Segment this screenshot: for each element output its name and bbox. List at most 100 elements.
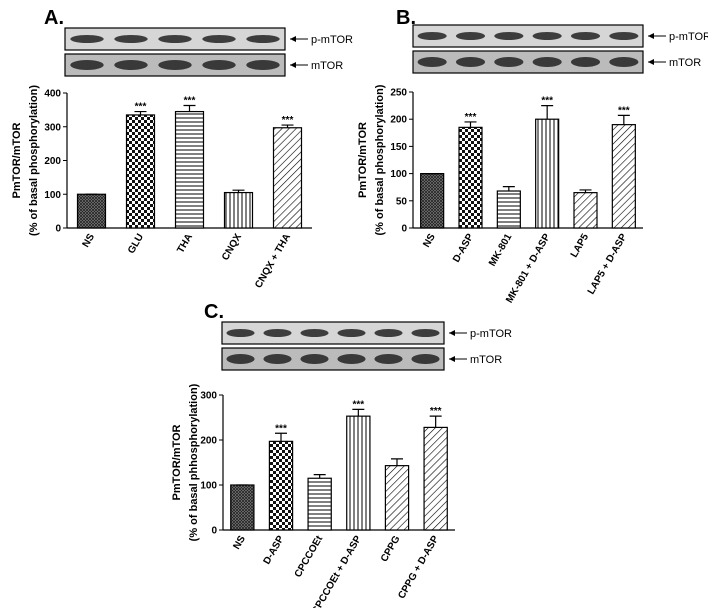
y-tick-label: 100 [44, 190, 61, 201]
bar [272, 127, 303, 229]
y-axis-label: PmTOR/mTOR [171, 424, 183, 500]
blot-band [202, 35, 236, 43]
bar [384, 465, 410, 531]
blot-band [158, 35, 192, 43]
error-bar [391, 458, 403, 466]
blot [412, 24, 644, 48]
y-tick-label: 50 [396, 196, 408, 207]
y-tick-label: 0 [211, 526, 217, 537]
bar [125, 114, 156, 229]
y-tick-label: 100 [200, 481, 217, 492]
bar [611, 124, 636, 229]
y-tick-label: 400 [44, 89, 61, 100]
blot-band [417, 32, 447, 40]
y-axis-label: (% of basal phosphorylation) [28, 85, 40, 236]
bar [268, 440, 294, 531]
blot-band [374, 329, 403, 337]
blot-band [455, 57, 486, 67]
blot-label: mTOR [470, 354, 502, 366]
significance-label: *** [465, 112, 477, 123]
y-tick-label: 200 [200, 436, 217, 447]
blot-band [114, 35, 148, 43]
significance-label: *** [135, 102, 147, 113]
blot-band [570, 32, 601, 40]
panel-label: A. [44, 7, 64, 29]
blot-band [609, 57, 639, 67]
error-bar [313, 474, 326, 479]
panel-label: B. [396, 7, 416, 29]
y-axis-label: (% of basal phhosphorylation) [188, 383, 200, 541]
significance-label: *** [184, 95, 196, 106]
y-tick-label: 100 [390, 169, 407, 180]
bar [420, 173, 445, 229]
significance-label: *** [275, 423, 287, 434]
bar [573, 192, 598, 229]
x-tick-label: CPPG + D-ASP [396, 534, 441, 601]
blot [221, 347, 445, 371]
arrow-head [290, 62, 296, 68]
error-bar [579, 189, 592, 193]
x-tick-label: LAP5 [569, 232, 592, 260]
blot-band [337, 354, 366, 364]
error-bar [183, 104, 196, 112]
y-axis-label: (% of basal phosphorylation) [374, 84, 386, 235]
y-axis-label: PmTOR/mTOR [11, 122, 23, 198]
y-tick-label: 150 [390, 142, 407, 153]
blot-band [263, 354, 292, 364]
bar [535, 118, 560, 229]
blot-band [337, 329, 366, 337]
error-bar [232, 189, 245, 193]
blot [412, 50, 644, 74]
blot-label: mTOR [311, 60, 343, 72]
arrow-head [290, 36, 296, 42]
bar [423, 426, 448, 531]
y-axis-label: PmTOR/mTOR [357, 122, 369, 198]
blot-band [374, 354, 403, 364]
x-tick-label: THA [175, 232, 195, 255]
blot-band [263, 329, 292, 337]
significance-label: *** [352, 399, 364, 410]
y-tick-label: 200 [44, 156, 61, 167]
bar [496, 190, 521, 229]
bar [307, 477, 332, 531]
x-tick-label: CPPG [379, 534, 403, 564]
blot-band [411, 329, 440, 337]
blot-band [570, 57, 601, 67]
blot-band [70, 60, 104, 70]
blot-band [532, 57, 562, 67]
blot-band [609, 32, 639, 40]
blot [221, 321, 445, 345]
x-tick-label: LAP5 + D-ASP [586, 232, 630, 297]
blot-band [494, 57, 524, 67]
bar [174, 110, 205, 229]
x-tick-label: MK-801 [487, 232, 515, 269]
blot-band [202, 60, 236, 70]
arrow-head [449, 356, 455, 362]
blot-label: mTOR [669, 57, 701, 69]
y-tick-label: 0 [401, 224, 407, 235]
error-bar [429, 415, 442, 428]
blot-band [455, 32, 486, 40]
blot-band [300, 329, 329, 337]
blot-band [246, 60, 280, 70]
x-tick-label: GLU [126, 232, 146, 256]
significance-label: *** [430, 406, 442, 417]
arrow-head [648, 33, 654, 39]
bar [230, 484, 255, 531]
x-tick-label: CPCCOEt [293, 533, 326, 579]
blot-label: p-mTOR [311, 34, 353, 46]
x-tick-label: NS [421, 232, 438, 250]
bar [346, 415, 371, 531]
y-tick-label: 250 [390, 88, 407, 99]
error-bar [281, 124, 294, 128]
blot-band [532, 32, 562, 40]
blot-band [226, 329, 255, 337]
x-tick-label: NS [231, 534, 248, 552]
error-bar [352, 408, 365, 417]
arrow-head [648, 59, 654, 65]
significance-label: *** [282, 115, 294, 126]
x-tick-label: MK-801 + D-ASP [504, 232, 553, 305]
significance-label: *** [541, 96, 553, 107]
bar [76, 193, 107, 229]
